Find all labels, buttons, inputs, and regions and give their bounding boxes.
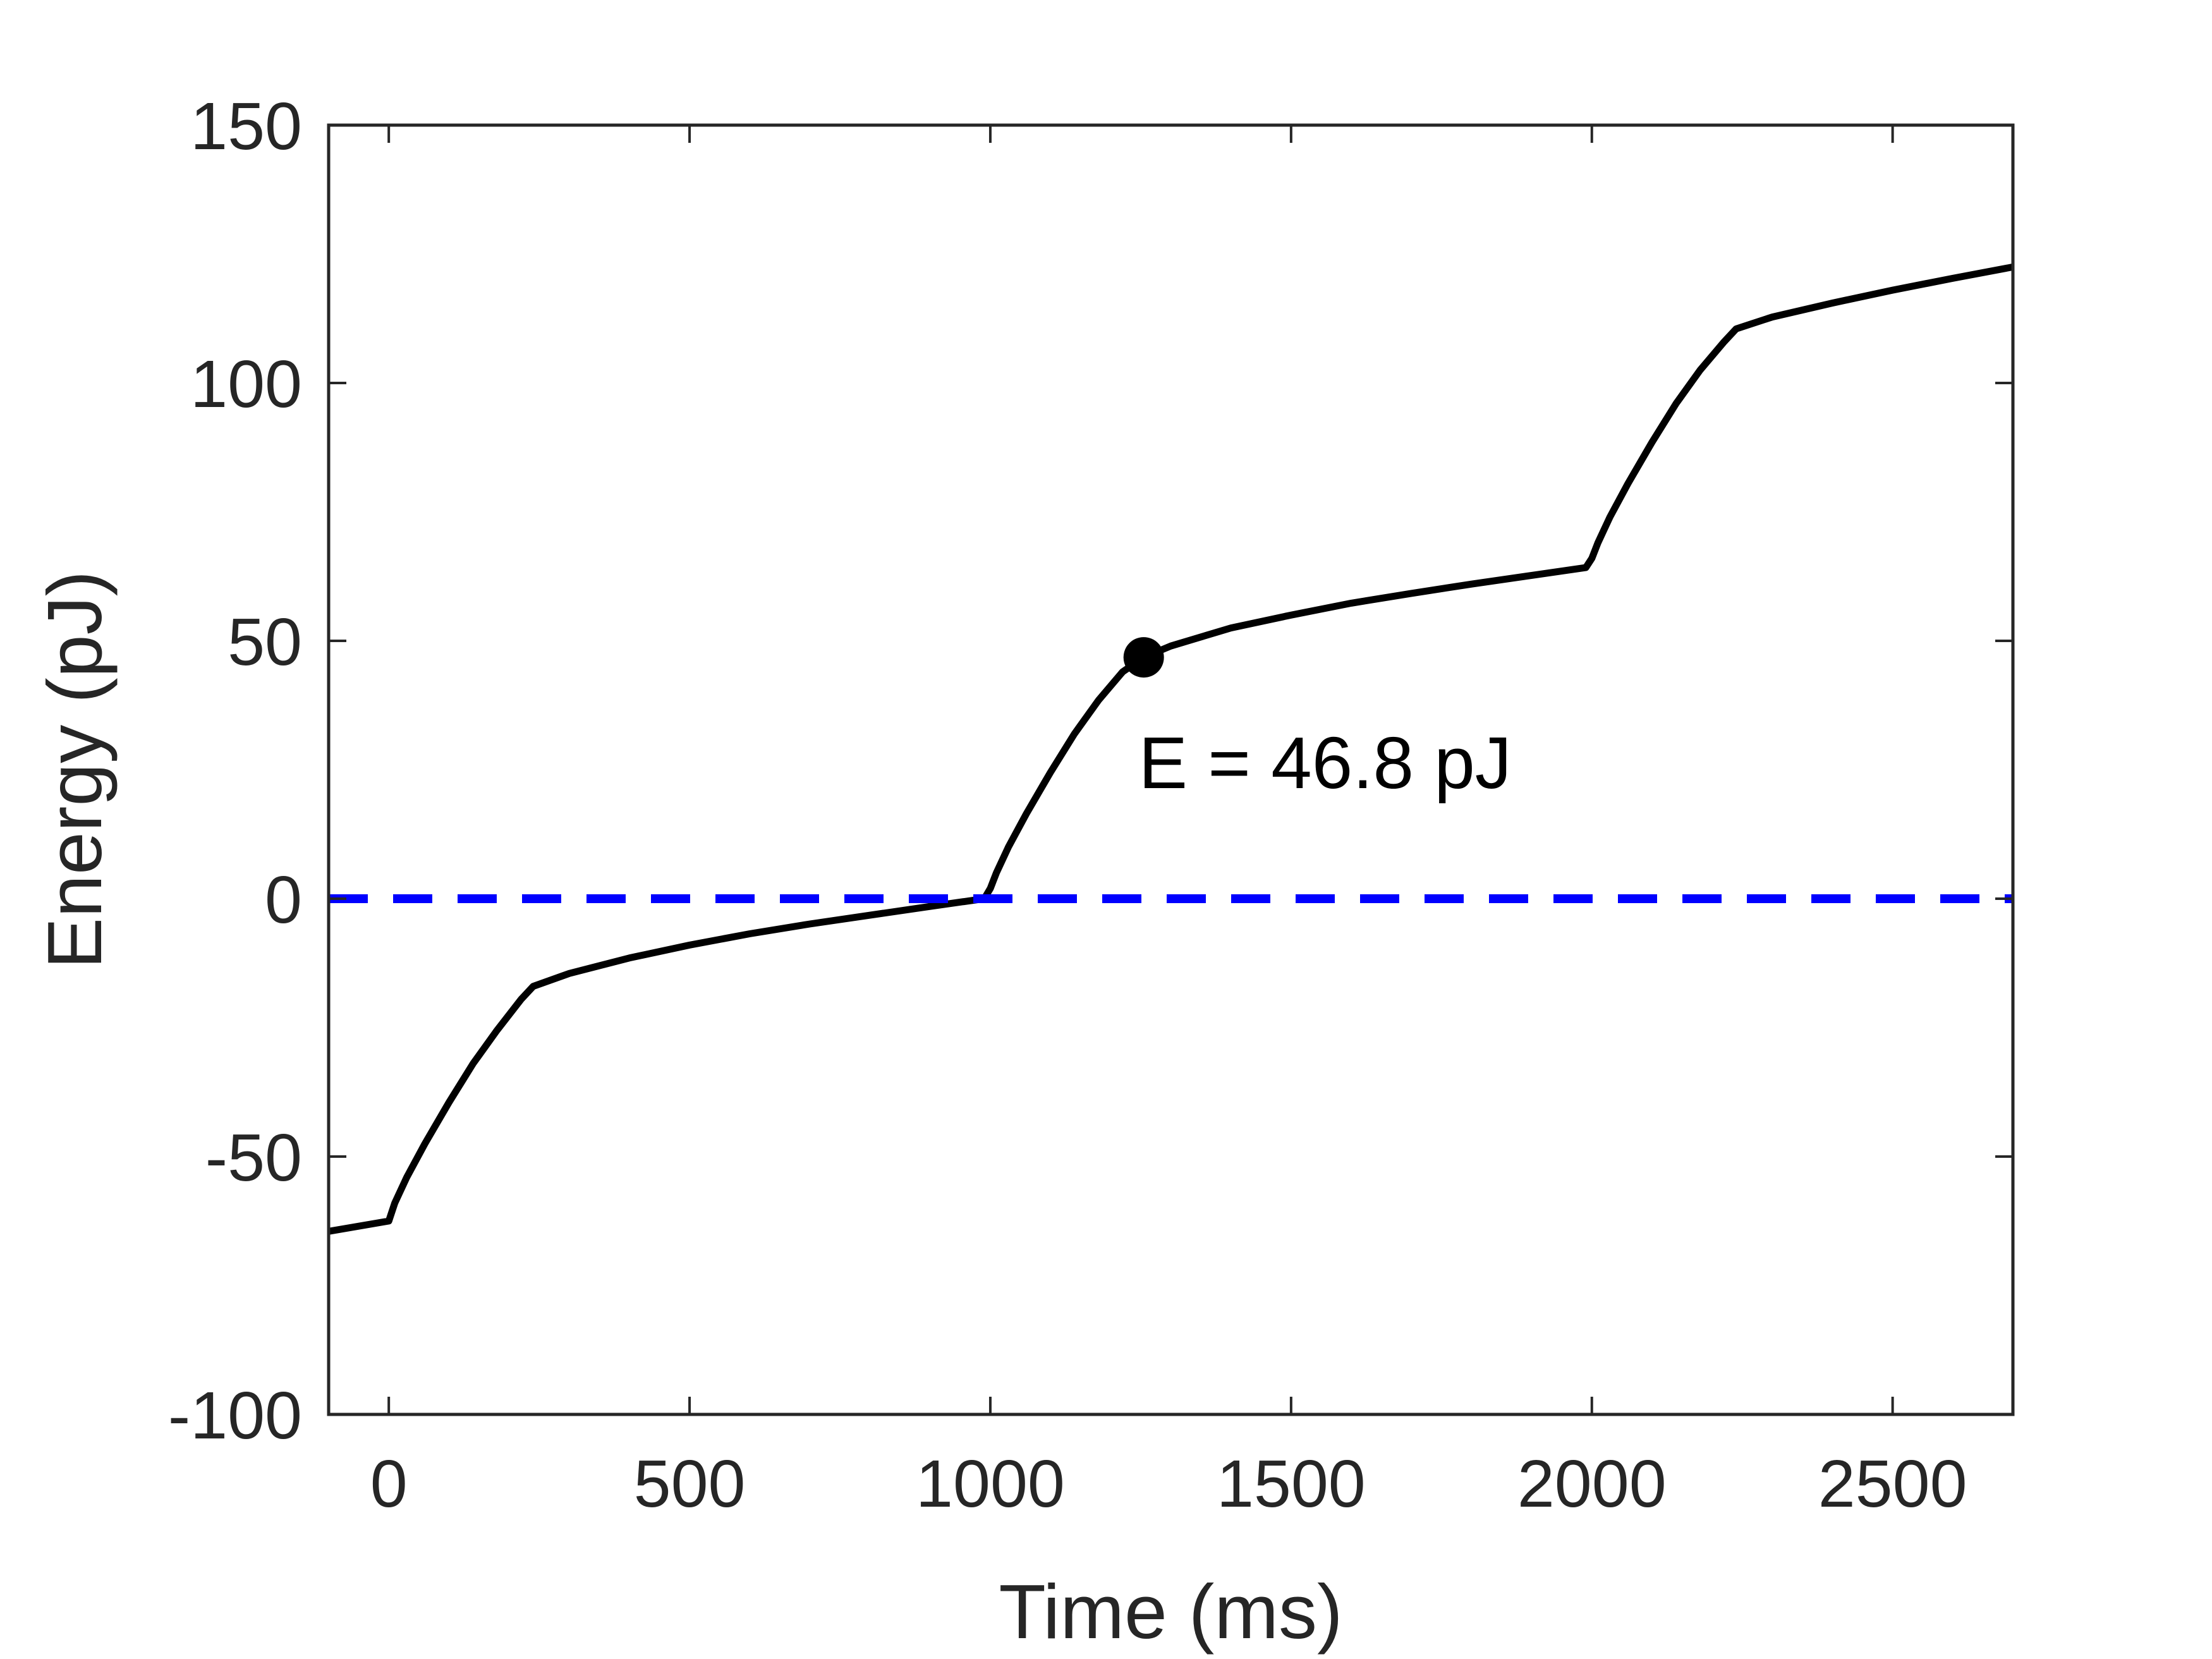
- x-axis-title: Time (ms): [999, 1569, 1342, 1655]
- x-tick-label: 2500: [1818, 1447, 1967, 1521]
- plot-layer: [329, 263, 2013, 1235]
- y-axis-title: Energy (pJ): [32, 571, 118, 969]
- x-tick-label: 1500: [1217, 1447, 1366, 1521]
- annotation-label: E = 46.8 pJ: [1139, 722, 1512, 804]
- y-tick-label: 150: [190, 89, 302, 164]
- y-tick-label: 0: [265, 863, 302, 937]
- y-tick-label: -100: [168, 1378, 302, 1453]
- axes-layer: 0 500 1000 1500 2000 2500 -100 -50 0 50 100 150: [168, 89, 2015, 1521]
- annotation-marker: [1123, 637, 1164, 678]
- y-tick-label: 100: [190, 347, 302, 422]
- series-group: [329, 263, 2013, 1235]
- energy-line: [329, 263, 2013, 1235]
- y-tick-label: -50: [205, 1121, 302, 1195]
- x-tick-label: 1000: [916, 1447, 1065, 1521]
- axes-box: [327, 123, 2015, 1416]
- x-tick-label: 500: [634, 1447, 746, 1521]
- y-tick-label: 50: [228, 605, 302, 679]
- x-tick-label: 0: [370, 1447, 408, 1521]
- x-tick-label: 2000: [1517, 1447, 1667, 1521]
